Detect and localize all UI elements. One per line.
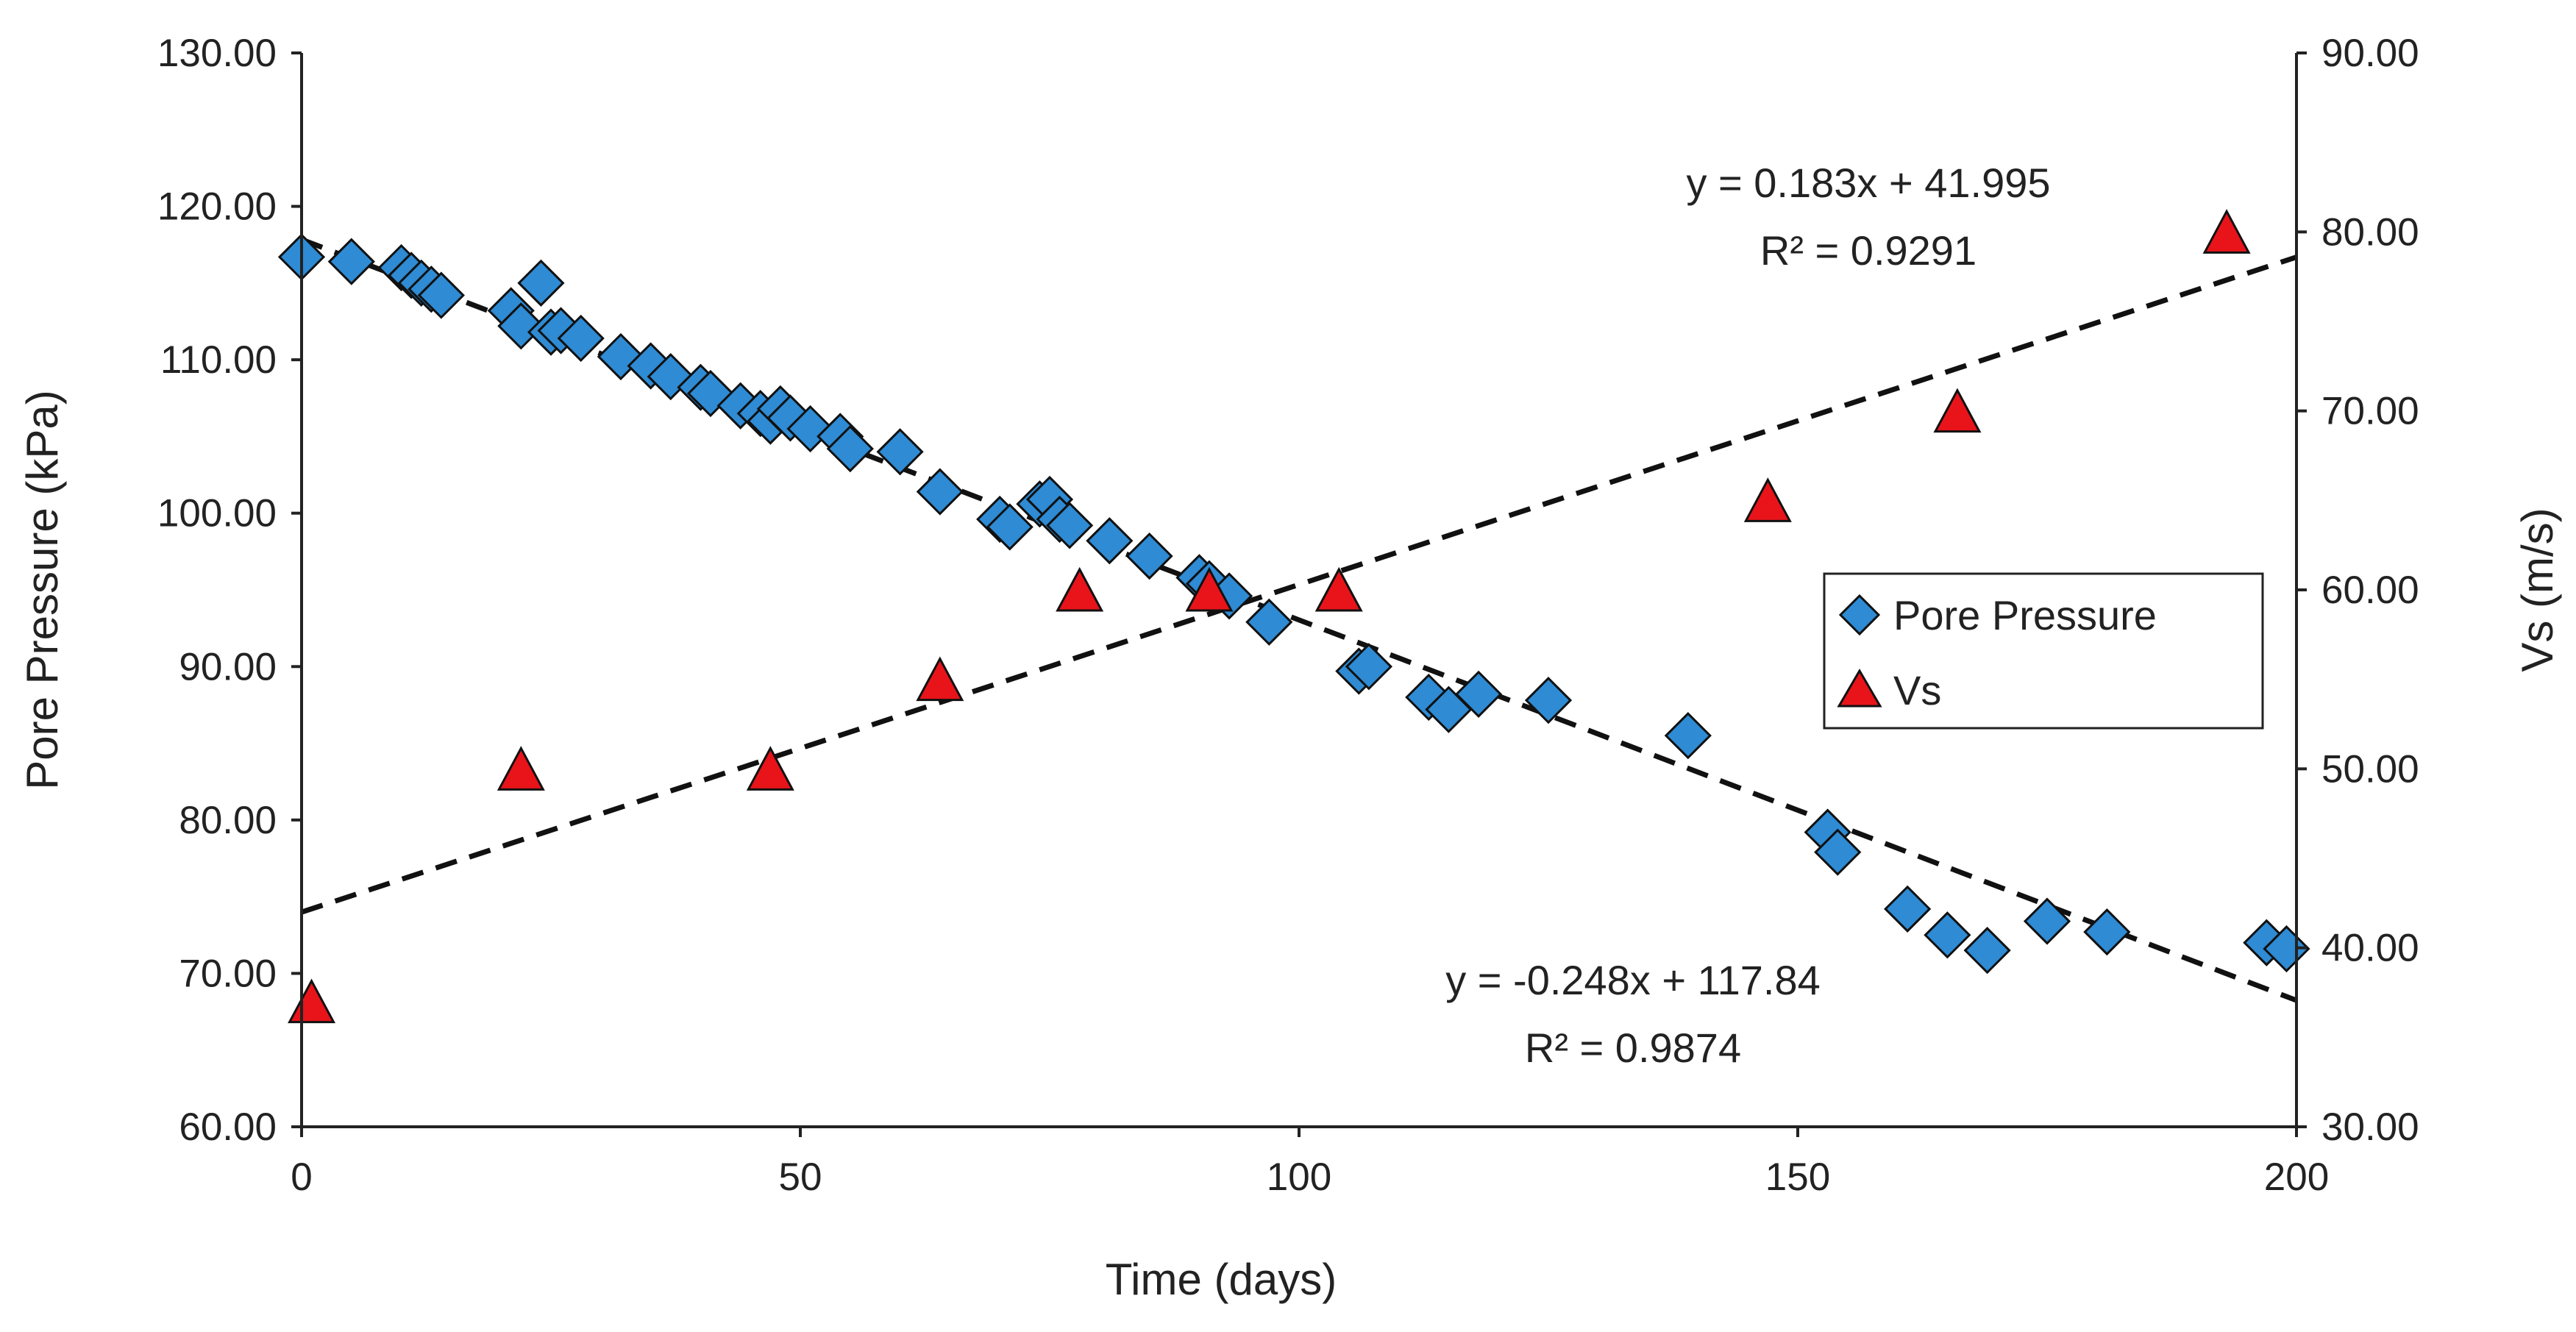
legend-item-vs: Vs [1837, 667, 1941, 713]
x-tick-label: 0 [291, 1155, 312, 1199]
pore-pressure-point [876, 428, 924, 476]
pore-pressure-trend-r2: R² = 0.9874 [1525, 1025, 1741, 1071]
vs-point [1056, 566, 1104, 612]
vs-trend-r2: R² = 0.9291 [1760, 227, 1977, 274]
x-axis-label: Time (days) [1106, 1255, 1337, 1304]
vs-trend-equation: y = 0.183x + 41.995 [1686, 160, 2050, 206]
vs-points [288, 209, 2251, 1024]
pore-pressure-point [986, 503, 1033, 551]
vs-point [2202, 209, 2251, 254]
y-left-tick-label: 70.00 [179, 952, 277, 995]
pore-pressure-point [1345, 643, 1393, 691]
pore-pressure-point [1814, 828, 1862, 876]
y-right-tick-label: 30.00 [2321, 1105, 2419, 1149]
pore-pressure-point [2083, 908, 2131, 956]
pore-pressure-point [1884, 885, 1932, 933]
vs-point [1185, 566, 1234, 612]
pore-pressure-point [1086, 517, 1134, 565]
y-right-tick-label: 90.00 [2321, 32, 2419, 75]
vs-trendline [300, 254, 2298, 915]
vs-point [497, 746, 545, 791]
pore-pressure-point [2023, 897, 2071, 945]
y-right-tick-label: 40.00 [2321, 927, 2419, 970]
pore-pressure-point [417, 271, 465, 319]
legend-label-vs: Vs [1893, 667, 1941, 713]
y-left-tick-label: 90.00 [179, 645, 277, 688]
pore-pressure-point [557, 314, 605, 363]
y-left-tick-label: 80.00 [179, 799, 277, 842]
y-left-tick-label: 110.00 [160, 338, 277, 382]
pore-pressure-point [327, 238, 375, 285]
legend-label-pore-pressure: Pore Pressure [1893, 592, 2157, 638]
y-right-tick-label: 70.00 [2321, 390, 2419, 433]
pore-pressure-point [497, 302, 545, 350]
y-axis-right-label: Vs (m/s) [2513, 507, 2562, 672]
x-tick-label: 100 [1267, 1155, 1331, 1199]
y-right-tick-label: 50.00 [2321, 747, 2419, 791]
tick-marks [291, 51, 2307, 1137]
pore-pressure-point [1045, 502, 1094, 549]
legend-diamond-icon [1838, 594, 1881, 636]
x-tick-label: 150 [1765, 1155, 1830, 1199]
pore-pressure-point [1664, 712, 1712, 760]
pore-pressure-point [1125, 532, 1173, 580]
y-left-tick-label: 120.00 [157, 185, 277, 229]
y-right-tick-label: 80.00 [2321, 210, 2419, 254]
pore-pressure-trend-equation: y = -0.248x + 117.84 [1445, 957, 1821, 1003]
y-right-tick-label: 60.00 [2321, 569, 2419, 612]
x-tick-label: 200 [2264, 1155, 2329, 1199]
pore-pressure-point [1245, 598, 1293, 646]
y-left-tick-label: 60.00 [179, 1105, 277, 1149]
y-left-tick-label: 130.00 [157, 32, 277, 75]
legend-box [1823, 572, 2264, 730]
legend: Pore Pressure Vs [1823, 572, 2264, 730]
pore-pressure-point [1524, 677, 1573, 724]
vs-point [1933, 388, 1982, 433]
legend-item-pore-pressure: Pore Pressure [1838, 592, 2157, 638]
y-left-tick-label: 100.00 [157, 492, 277, 535]
pore-pressure-point [826, 424, 874, 473]
tick-labels: 0 50 100 150 200 60.00 70.00 80.00 90.00 100.00 11… [157, 32, 2419, 1199]
pore-pressure-point [1963, 927, 2011, 975]
vs-point [1743, 477, 1792, 522]
x-tick-label: 50 [779, 1155, 822, 1199]
pore-pressure-point [1924, 911, 1971, 959]
y-axis-left-label: Pore Pressure (kPa) [18, 390, 67, 790]
legend-triangle-icon [1837, 669, 1882, 708]
pore-pressure-point [1454, 670, 1503, 718]
vs-point [916, 656, 964, 702]
vs-point [746, 746, 794, 791]
pore-pressure-point [916, 468, 964, 516]
pore-pressure-point [517, 259, 565, 307]
vs-point [1314, 566, 1363, 612]
